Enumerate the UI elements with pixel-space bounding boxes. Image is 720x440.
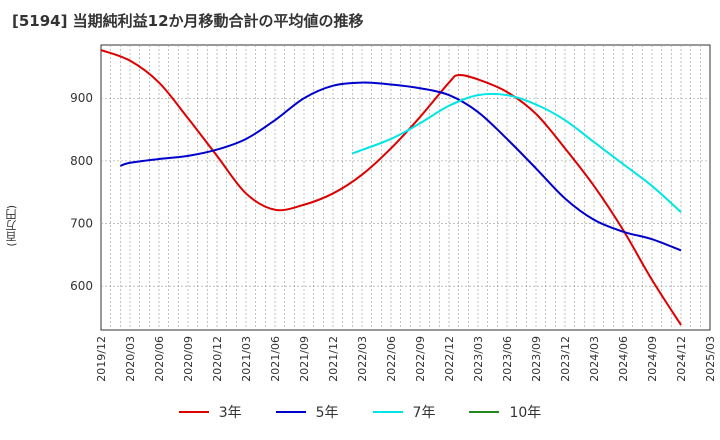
series-line-2 xyxy=(119,81,682,252)
series-line-1 xyxy=(100,49,682,326)
y-tick-label: 700 xyxy=(70,217,93,231)
legend-swatch xyxy=(275,411,306,413)
legend-swatch xyxy=(469,411,500,413)
x-tick-label: 2020/03 xyxy=(124,336,137,382)
legend-label: 5年 xyxy=(315,405,339,421)
x-tick-label: 2020/06 xyxy=(153,336,166,382)
chart-legend: 3年 5年 7年 10年 xyxy=(0,402,720,422)
x-tick-label: 2022/06 xyxy=(385,336,398,382)
series-line-3 xyxy=(351,92,682,213)
y-tick-label: 800 xyxy=(70,154,93,168)
x-tick-label: 2020/09 xyxy=(182,336,195,382)
legend-item-3: 7年 xyxy=(372,402,436,422)
y-tick-label: 600 xyxy=(70,279,93,293)
x-tick-label: 2024/06 xyxy=(617,336,630,382)
x-tick-label: 2019/12 xyxy=(95,336,108,382)
x-tick-label: 2020/12 xyxy=(211,336,224,382)
x-tick-label: 2021/03 xyxy=(240,336,253,382)
x-tick-label: 2023/06 xyxy=(501,336,514,382)
plot-area xyxy=(100,44,711,331)
x-tick-label: 2021/12 xyxy=(327,336,340,382)
legend-item-2: 5年 xyxy=(275,402,339,422)
legend-swatch xyxy=(372,411,403,413)
x-tick-label: 2024/12 xyxy=(675,336,688,382)
legend-label: 3年 xyxy=(218,405,242,421)
x-tick-label: 2023/03 xyxy=(472,336,485,382)
x-tick-label: 2022/09 xyxy=(414,336,427,382)
chart-title: [5194] 当期純利益12か月移動合計の平均値の推移 xyxy=(12,12,364,30)
x-tick-label: 2024/03 xyxy=(588,336,601,382)
x-tick-label: 2024/09 xyxy=(646,336,659,382)
y-tick-label: 900 xyxy=(70,91,93,105)
x-tick-label: 2025/03 xyxy=(704,336,717,382)
x-tick-label: 2021/06 xyxy=(269,336,282,382)
legend-item-1: 3年 xyxy=(178,402,242,422)
x-tick-label: 2023/12 xyxy=(559,336,572,382)
x-tick-label: 2023/09 xyxy=(530,336,543,382)
legend-label: 7年 xyxy=(412,405,436,421)
x-tick-label: 2022/12 xyxy=(443,336,456,382)
x-tick-label: 2022/03 xyxy=(356,336,369,382)
legend-label: 10年 xyxy=(509,405,542,421)
legend-item-4: 10年 xyxy=(469,402,541,422)
x-tick-label: 2021/09 xyxy=(298,336,311,382)
legend-swatch xyxy=(178,411,209,413)
